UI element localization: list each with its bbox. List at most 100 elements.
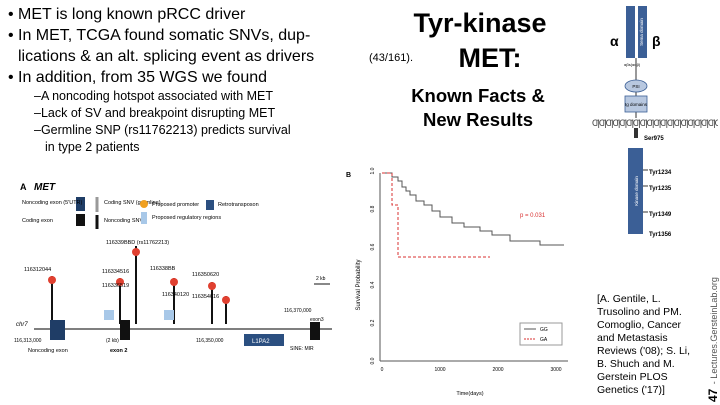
l1pa2-block — [244, 334, 284, 346]
legend-noncoding-exon-swatch — [76, 197, 85, 211]
noncoding-exon-block — [50, 320, 65, 340]
beta-label: β — [652, 33, 661, 49]
kinase-domain — [628, 148, 643, 234]
ig-label: Ig domains — [625, 102, 648, 107]
psi-domain — [624, 79, 648, 93]
title-line-2: MET: — [458, 43, 522, 73]
kinase-label: Kinase domain — [634, 176, 639, 206]
exon3-label: exon3 — [310, 317, 324, 323]
tyr1349-label: Tyr1349 — [649, 212, 672, 218]
snv-id-2: 116334516 — [102, 269, 129, 275]
xtick-1: 1000 — [434, 367, 445, 373]
coord-mid2: 116,350,000 — [196, 338, 224, 344]
met-receptor-diagram: α β Sema domain αβs(ααβ) PSI Ig domains … — [592, 6, 718, 238]
legend-noncoding-exon: Noncoding exon (5'UTR) — [22, 200, 83, 206]
xtick-0: 0 — [381, 367, 384, 373]
snv-id-5: 116338BB — [150, 266, 176, 272]
x-ticks: 0 1000 2000 3000 — [381, 367, 562, 373]
citation-line: B. Shuch and M. — [597, 358, 675, 370]
sine-label: SINE: MIR — [290, 346, 314, 352]
subbullet-3: –Germline SNP (rs11762213) predicts surv… — [34, 123, 291, 137]
legend-regulatory: Proposed regulatory regions — [152, 215, 221, 221]
page-number: 47 — [706, 388, 720, 402]
p-value: p = 0.031 — [520, 213, 546, 219]
snv-id-6: 116350620 — [192, 272, 219, 278]
bullet-1: • MET is long known pRCC driver — [8, 6, 246, 23]
bottom-left-label: Noncoding exon — [28, 348, 68, 354]
panel-b-label: B — [346, 172, 351, 179]
small-label: αβs(ααβ) — [624, 62, 641, 67]
legend-coding-exon: Coding exon — [22, 218, 53, 224]
ser975-label: Ser975 — [644, 136, 664, 142]
figure-a-met-locus: A MET Noncoding exon (5'UTR) Coding exon… — [14, 182, 332, 354]
ytick-4: 0.8 — [370, 205, 376, 212]
snp-label: 116339BBD (rs11762213) — [106, 240, 169, 246]
legend-noncoding-snv: Noncoding SNV — [104, 218, 143, 224]
citation-line: and Metastasis — [597, 332, 668, 344]
gene-label: MET — [34, 182, 56, 193]
tyr1235-label: Tyr1235 — [649, 186, 672, 192]
beta-chain — [638, 6, 647, 58]
panel-a-label: A — [20, 182, 27, 192]
legend-retrotransposon: Retrotransposon — [218, 202, 259, 208]
legend-coding-snv: Coding SNV (germline) — [104, 200, 161, 206]
cell-membrane: ƢƢƢƢƢƢƢƢƢƢƢƢƢƢƢƢƢƢƢƢ — [592, 118, 718, 128]
xtick-2: 2000 — [492, 367, 503, 373]
ytick-2: 0.4 — [370, 281, 376, 288]
citation-line: Trusolino and PM. — [597, 306, 682, 318]
ytick-0: 0.0 — [370, 357, 376, 364]
coord-left: 116,313,000 — [14, 338, 42, 344]
survival-xlabel: Time(days) — [456, 391, 483, 397]
snv-id-3: 116336519 — [102, 283, 129, 289]
snv-id-1: 116312044 — [24, 267, 51, 273]
legend-gg: GG — [540, 327, 548, 333]
coord-mid1: (2 kb) — [106, 338, 119, 344]
coord-right: 116,370,000 — [284, 308, 312, 314]
legend-promoter: Proposed promoter — [152, 202, 199, 208]
subbullet-1: –A noncoding hotspot associated with MET — [34, 89, 274, 103]
alpha-chain — [626, 6, 635, 58]
citation-line: Genetics ('17)] — [597, 384, 665, 396]
subbullet-3-continued: in type 2 patients — [45, 140, 140, 154]
ruler-label: 2 kb — [316, 276, 326, 282]
reference-count: (43/161). — [369, 52, 414, 64]
ytick-5: 1.0 — [370, 167, 376, 174]
xtick-3: 3000 — [550, 367, 561, 373]
y-ticks: 0.0 0.2 0.4 0.6 0.8 1.0 — [370, 167, 376, 364]
citation-line: Comoglio, Cancer — [597, 319, 682, 331]
citation-line: Gerstein PLOS — [597, 371, 668, 383]
survival-ylabel: Survival Probability — [356, 259, 362, 310]
slide-subtitle: Known Facts & New Results — [388, 84, 568, 132]
curve-ga — [382, 172, 490, 258]
chrom-label: chr7 — [16, 322, 28, 328]
citation: [A. Gentile, L. Trusolino and PM. Comogl… — [597, 293, 707, 397]
footer-lectures: - Lectures.GersteinLab.org — [709, 277, 719, 385]
ytick-1: 0.2 — [370, 319, 376, 326]
svg-text:ƢƢƢƢƢƢƢƢƢƢƢƢƢƢƢƢƢƢƢƢ: ƢƢƢƢƢƢƢƢƢƢƢƢƢƢƢƢƢƢƢƢ — [592, 118, 718, 128]
bullet-3: • In addition, from 35 WGS we found — [8, 69, 268, 86]
psi-label: PSI — [632, 84, 639, 89]
bullet-2-continued: lications & an alt. splicing event as dr… — [18, 48, 315, 65]
l1pa2-label: L1PA2 — [252, 339, 270, 345]
bullet-list: • MET is long known pRCC driver • In MET, … — [8, 4, 380, 156]
legend-ga: GA — [540, 337, 548, 343]
figure-b-survival-plot: B Survival Probability 0.0 0.2 0.4 0.6 0… — [346, 167, 568, 397]
citation-line: [A. Gentile, L. — [597, 293, 661, 305]
snv-id-4: 116340120 — [162, 292, 189, 298]
legend-retrotransposon-swatch — [206, 200, 214, 210]
tyr1356-label: Tyr1356 — [649, 232, 672, 238]
ytick-3: 0.6 — [370, 243, 376, 250]
tyr1234-label: Tyr1234 — [649, 170, 672, 176]
ig-domains — [624, 95, 648, 113]
legend-promoter-marker — [140, 200, 148, 208]
subbullet-2: –Lack of SV and breakpoint disrupting ME… — [34, 106, 276, 120]
sema-label: Sema domain — [639, 18, 644, 46]
snv-id-7: 116354616 — [192, 294, 219, 300]
title-line-1: Tyr-kinase — [413, 8, 547, 38]
alpha-label: α — [610, 33, 619, 49]
curve-gg — [382, 172, 564, 246]
bullet-2: • In MET, TCGA found somatic SNVs, dup- — [8, 27, 311, 44]
legend-regulatory-swatch — [141, 212, 147, 224]
legend-coding-exon-swatch — [76, 214, 85, 226]
citation-line: Reviews ('08); S. Li, — [597, 345, 691, 357]
